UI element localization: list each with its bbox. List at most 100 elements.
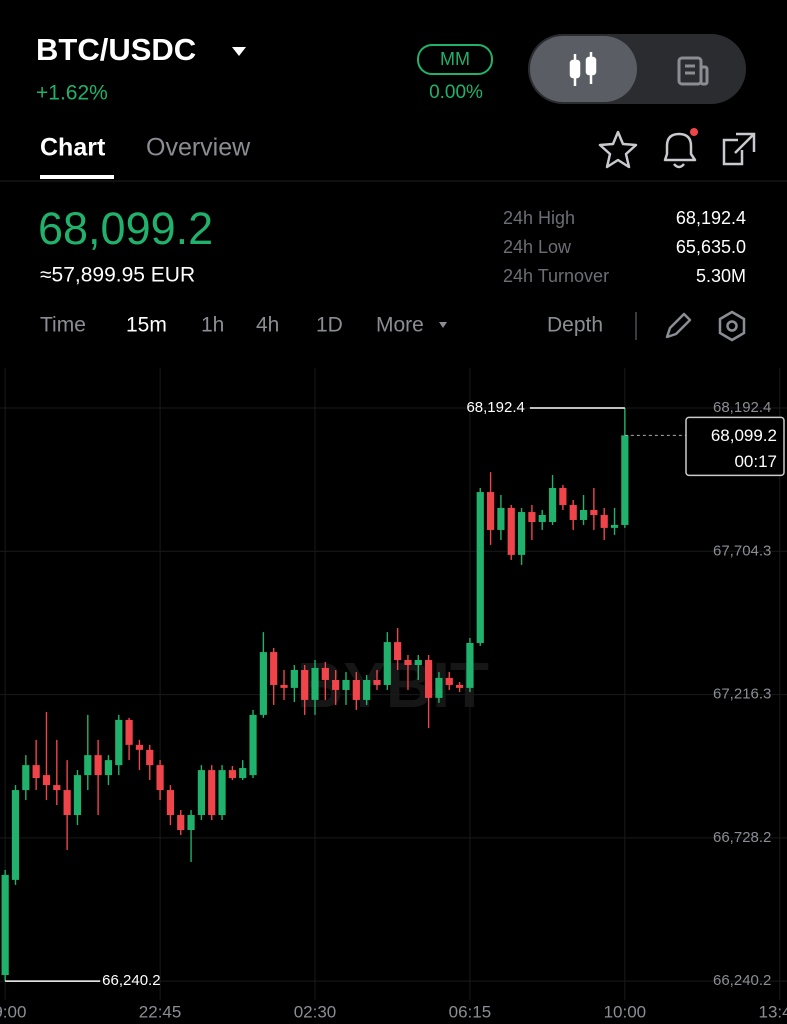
tab-underline: [40, 175, 114, 179]
mm-badge[interactable]: [417, 44, 493, 75]
share-icon[interactable]: [722, 132, 756, 166]
pair-title[interactable]: BTC/USDC: [36, 32, 196, 67]
y-tick-label: 66,240.2: [713, 972, 771, 989]
stat-value: 65,635.0: [676, 237, 746, 257]
candle-body: [166, 790, 175, 816]
interval-more[interactable]: More: [376, 314, 424, 337]
x-tick-label: 10:00: [604, 1002, 647, 1021]
candle-body: [507, 507, 515, 555]
candle-body: [414, 660, 422, 665]
interval[interactable]: Time: [40, 314, 86, 337]
candle-body: [125, 719, 133, 745]
chart-area: BYBIT 19:00 22:45 02:30 06:15 10:00 13:45 66,24…: [0, 368, 787, 1021]
candle-body: [590, 509, 598, 515]
candle-body: [42, 775, 51, 786]
change: +1.62%: [36, 82, 108, 105]
converted-price: ≈57,899.95 EUR: [40, 264, 195, 287]
candle-body: [239, 768, 247, 779]
stat-label: 24h Turnover: [503, 266, 609, 286]
hexagon-center: [726, 320, 738, 332]
favorite-icon[interactable]: [598, 130, 638, 169]
y-tick-label: 67,704.3: [713, 542, 771, 559]
candle-body: [404, 660, 412, 665]
candle-body: [548, 487, 557, 523]
alert-icon[interactable]: [663, 132, 697, 169]
x-tick-label: 02:30: [294, 1002, 337, 1021]
candle-body: [373, 679, 381, 685]
candle-body: [208, 770, 216, 816]
candle-body: [146, 749, 154, 766]
candle-body: [228, 770, 236, 779]
candle-body: [569, 504, 577, 520]
candle-body: [321, 667, 329, 680]
candle-body: [32, 765, 40, 779]
y-tick-label: 66,728.2: [713, 829, 771, 846]
hexagon: [718, 310, 746, 342]
stat-label: 24h Low: [503, 237, 572, 257]
candle-body: [332, 679, 340, 690]
mm-value: 0.00%: [429, 82, 483, 103]
candle-body: [22, 765, 30, 791]
candle-body: [53, 785, 61, 791]
watermark: BYBIT: [297, 649, 489, 721]
candle-body: [610, 524, 619, 528]
mm-label: MM: [440, 49, 470, 69]
candle-body: [445, 677, 453, 685]
low-label: 66,240.2: [102, 972, 160, 989]
candle-body: [11, 790, 20, 880]
candle-body: [476, 492, 484, 643]
news-icon[interactable]: [677, 56, 709, 86]
y-tick-label: 67,216.3: [713, 686, 771, 703]
high-label: 68,192.4: [466, 399, 524, 416]
toggle-active[interactable]: [530, 36, 637, 102]
candle-body: [394, 642, 402, 661]
candle-body: [600, 514, 608, 528]
candle-body: [280, 684, 288, 688]
candle-body: [311, 667, 319, 700]
draw-icon[interactable]: [665, 312, 692, 339]
candle-body: [135, 744, 144, 750]
tab-overview[interactable]: Overview: [146, 134, 251, 162]
candle-body: [538, 514, 546, 523]
candle-body: [177, 815, 185, 830]
candle-body: [528, 512, 536, 523]
interval[interactable]: 1D: [316, 314, 343, 337]
candle-icon: [569, 52, 597, 86]
candle-body: [218, 770, 226, 816]
candle-body: [383, 642, 391, 685]
candle-body: [425, 660, 433, 698]
stat-value: 68,192.4: [676, 208, 746, 228]
candle-body: [270, 652, 278, 685]
candle-body: [197, 770, 205, 816]
candle-body: [466, 642, 474, 688]
candle-body: [363, 679, 371, 700]
candle-body: [579, 509, 588, 520]
candle-body: [259, 652, 267, 715]
candle-body: [249, 714, 257, 776]
candle-body: [559, 487, 567, 505]
x-tick-label: 19:00: [0, 1002, 26, 1021]
interval[interactable]: 4h: [256, 314, 279, 337]
pair-dropdown[interactable]: [232, 47, 246, 56]
depth-button[interactable]: Depth: [547, 314, 603, 337]
settings-icon[interactable]: [718, 310, 746, 342]
interval-active[interactable]: 15m: [126, 314, 167, 337]
candle-body: [455, 684, 464, 688]
stat-value: 5.30M: [696, 266, 746, 286]
candle-body: [84, 755, 92, 776]
price-tag-countdown: 00:17: [734, 452, 777, 471]
y-tick-label: 68,192.4: [713, 399, 771, 416]
price-tag-value: 68,099.2: [711, 426, 777, 445]
interval[interactable]: 1h: [201, 314, 224, 337]
candle-body: [73, 775, 82, 816]
x-tick-label: 06:15: [449, 1002, 492, 1021]
candle-body: [290, 669, 298, 688]
candle-body: [115, 719, 123, 766]
candle-body: [621, 435, 629, 525]
candle-body: [94, 755, 102, 776]
candle-body: [486, 492, 495, 530]
candle-body: [352, 679, 360, 700]
tab-chart[interactable]: Chart: [40, 134, 106, 162]
